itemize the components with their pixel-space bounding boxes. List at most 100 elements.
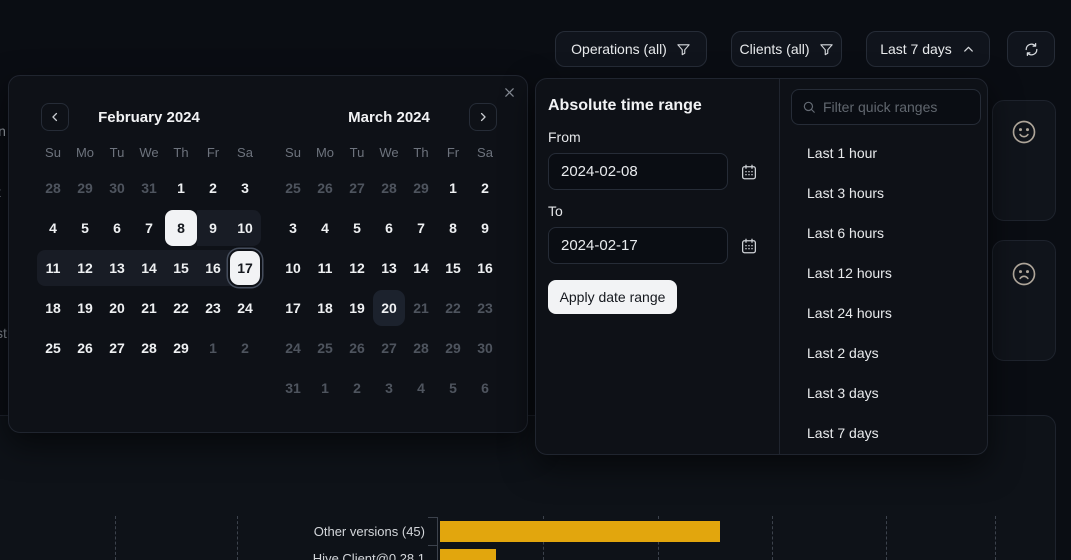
calendar-day[interactable]: 30 — [109, 180, 125, 196]
calendar-day[interactable]: 25 — [45, 340, 61, 356]
calendar-day[interactable]: 28 — [45, 180, 61, 196]
calendar-day[interactable]: 25 — [285, 180, 301, 196]
calendar-day[interactable]: 8 — [165, 210, 197, 246]
calendar-day[interactable]: 5 — [81, 220, 89, 236]
calendar-day[interactable]: 15 — [445, 260, 461, 276]
calendar-day[interactable]: 26 — [349, 340, 365, 356]
calendar-day[interactable]: 21 — [413, 300, 429, 316]
calendar-day[interactable]: 29 — [173, 340, 189, 356]
clients-filter-button[interactable]: Clients (all) — [731, 31, 842, 67]
calendar-day[interactable]: 25 — [317, 340, 333, 356]
calendar-day[interactable]: 29 — [77, 180, 93, 196]
calendar-day[interactable]: 1 — [449, 180, 457, 196]
calendar-day[interactable]: 23 — [477, 300, 493, 316]
calendar-day[interactable]: 28 — [413, 340, 429, 356]
calendar-day[interactable]: 6 — [113, 220, 121, 236]
calendar-day[interactable]: 10 — [229, 210, 261, 246]
calendar-day[interactable]: 31 — [285, 380, 301, 396]
quick-range-item[interactable]: Last 3 days — [807, 385, 879, 401]
calendar-day[interactable]: 16 — [197, 250, 229, 286]
quick-ranges-filter-input[interactable] — [823, 99, 970, 115]
calendar-day[interactable]: 15 — [165, 250, 197, 286]
operations-filter-button[interactable]: Operations (all) — [555, 31, 707, 67]
calendar-day[interactable]: 18 — [317, 300, 333, 316]
calendar-day[interactable]: 26 — [317, 180, 333, 196]
calendar-day[interactable]: 21 — [141, 300, 157, 316]
calendar-day[interactable]: 2 — [209, 180, 217, 196]
calendar-day[interactable]: 22 — [445, 300, 461, 316]
quick-range-item[interactable]: Last 6 hours — [807, 225, 885, 241]
calendar-day[interactable]: 17 — [285, 300, 301, 316]
calendar-day[interactable]: 5 — [449, 380, 457, 396]
calendar-day[interactable]: 19 — [77, 300, 93, 316]
calendar-day[interactable]: 12 — [69, 250, 101, 286]
quick-range-item[interactable]: Last 24 hours — [807, 305, 892, 321]
calendar-day[interactable]: 1 — [321, 380, 329, 396]
calendar-day[interactable]: 19 — [349, 300, 365, 316]
calendar-day[interactable]: 30 — [477, 340, 493, 356]
calendar-day[interactable]: 14 — [133, 250, 165, 286]
bar-label: Other versions (45) — [313, 524, 425, 539]
quick-range-item[interactable]: Last 2 days — [807, 345, 879, 361]
calendar-day[interactable]: 10 — [285, 260, 301, 276]
calendar-day[interactable]: 13 — [101, 250, 133, 286]
calendar-day[interactable]: 7 — [145, 220, 153, 236]
quick-range-item[interactable]: Last 7 days — [807, 425, 879, 441]
calendar-day[interactable]: 4 — [417, 380, 425, 396]
calendar-day[interactable]: 1 — [177, 180, 185, 196]
calendar-day[interactable]: 24 — [237, 300, 253, 316]
calendar-day[interactable]: 26 — [77, 340, 93, 356]
next-month-button[interactable] — [469, 103, 497, 131]
calendar-day[interactable]: 3 — [241, 180, 249, 196]
to-date-input[interactable] — [548, 227, 728, 264]
calendar-day[interactable]: 31 — [141, 180, 157, 196]
calendar-day[interactable]: 9 — [197, 210, 229, 246]
previous-month-button[interactable] — [41, 103, 69, 131]
calendar-day[interactable]: 11 — [37, 250, 69, 286]
calendar-day[interactable]: 27 — [349, 180, 365, 196]
calendar-day[interactable]: 5 — [353, 220, 361, 236]
calendar-day[interactable]: 14 — [413, 260, 429, 276]
calendar-day[interactable]: 3 — [289, 220, 297, 236]
calendar-day[interactable]: 29 — [445, 340, 461, 356]
calendar-day[interactable]: 2 — [353, 380, 361, 396]
calendar-day[interactable]: 8 — [449, 220, 457, 236]
calendar-day[interactable]: 28 — [141, 340, 157, 356]
calendar-day[interactable]: 4 — [49, 220, 57, 236]
time-range-button[interactable]: Last 7 days — [866, 31, 990, 67]
calendar-day[interactable]: 22 — [173, 300, 189, 316]
calendar-day[interactable]: 27 — [109, 340, 125, 356]
calendar-day[interactable]: 2 — [481, 180, 489, 196]
calendar-day[interactable]: 23 — [205, 300, 221, 316]
close-icon[interactable] — [502, 85, 516, 99]
calendar-day[interactable]: 16 — [477, 260, 493, 276]
calendar-day[interactable]: 18 — [45, 300, 61, 316]
from-date-input[interactable] — [548, 153, 728, 190]
calendar-day[interactable]: 29 — [413, 180, 429, 196]
calendar-day[interactable]: 12 — [349, 260, 365, 276]
calendar-day[interactable]: 3 — [385, 380, 393, 396]
apply-date-range-button[interactable]: Apply date range — [548, 280, 677, 314]
quick-range-item[interactable]: Last 1 hour — [807, 145, 878, 161]
calendar-day[interactable]: 20 — [109, 300, 125, 316]
calendar-day[interactable]: 24 — [285, 340, 301, 356]
calendar-day[interactable]: 27 — [381, 340, 397, 356]
calendar-day[interactable]: 1 — [209, 340, 217, 356]
calendar-day[interactable]: 20 — [373, 290, 405, 326]
calendar-day[interactable]: 28 — [381, 180, 397, 196]
calendar-day[interactable]: 11 — [317, 260, 333, 276]
quick-ranges-search[interactable] — [791, 89, 981, 125]
calendar-day[interactable]: 2 — [241, 340, 249, 356]
calendar-day[interactable]: 7 — [417, 220, 425, 236]
refresh-button[interactable] — [1007, 31, 1055, 67]
calendar-day[interactable]: 17 — [229, 250, 261, 286]
quick-range-item[interactable]: Last 3 hours — [807, 185, 885, 201]
calendar-day[interactable]: 13 — [381, 260, 397, 276]
calendar-day[interactable]: 6 — [481, 380, 489, 396]
calendar-icon[interactable] — [740, 237, 758, 255]
calendar-icon[interactable] — [740, 163, 758, 181]
calendar-day[interactable]: 4 — [321, 220, 329, 236]
quick-range-item[interactable]: Last 12 hours — [807, 265, 892, 281]
calendar-day[interactable]: 6 — [385, 220, 393, 236]
calendar-day[interactable]: 9 — [481, 220, 489, 236]
